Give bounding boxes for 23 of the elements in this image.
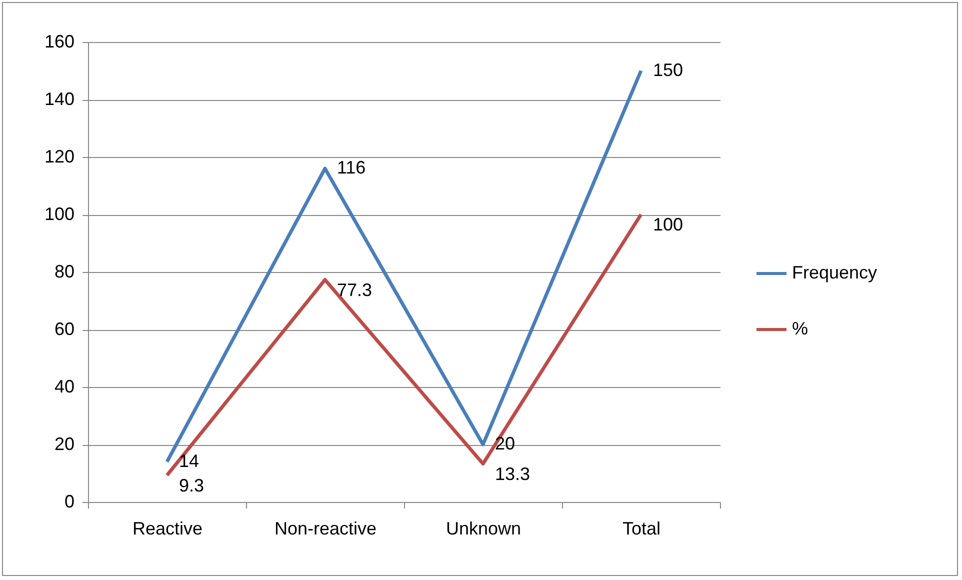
data-label: 9.3 [179,475,204,496]
y-tick-label: 20 [54,434,74,454]
y-tick-label: 120 [44,146,74,166]
x-tick-label: Total [622,518,661,538]
y-tick-label: 40 [54,376,74,396]
legend-label: Frequency [792,262,878,282]
y-tick-label: 80 [54,262,74,282]
x-tick-label: Unknown [446,518,522,538]
data-label: 20 [495,434,516,454]
data-label: 14 [179,450,200,471]
y-tick-label: 140 [44,89,74,109]
data-label: 150 [653,60,684,80]
data-label: 116 [337,158,366,178]
y-tick-label: 60 [54,319,74,339]
y-tick-label: 0 [64,492,74,512]
data-label: 100 [653,214,684,234]
legend-label: % [792,318,808,338]
y-tick-label: 160 [44,32,74,52]
x-tick-label: Non-reactive [274,518,377,538]
x-tick-label: Reactive [132,518,203,538]
data-label: 77.3 [337,280,372,300]
y-tick-label: 100 [44,204,74,224]
data-label: 13.3 [495,464,530,484]
